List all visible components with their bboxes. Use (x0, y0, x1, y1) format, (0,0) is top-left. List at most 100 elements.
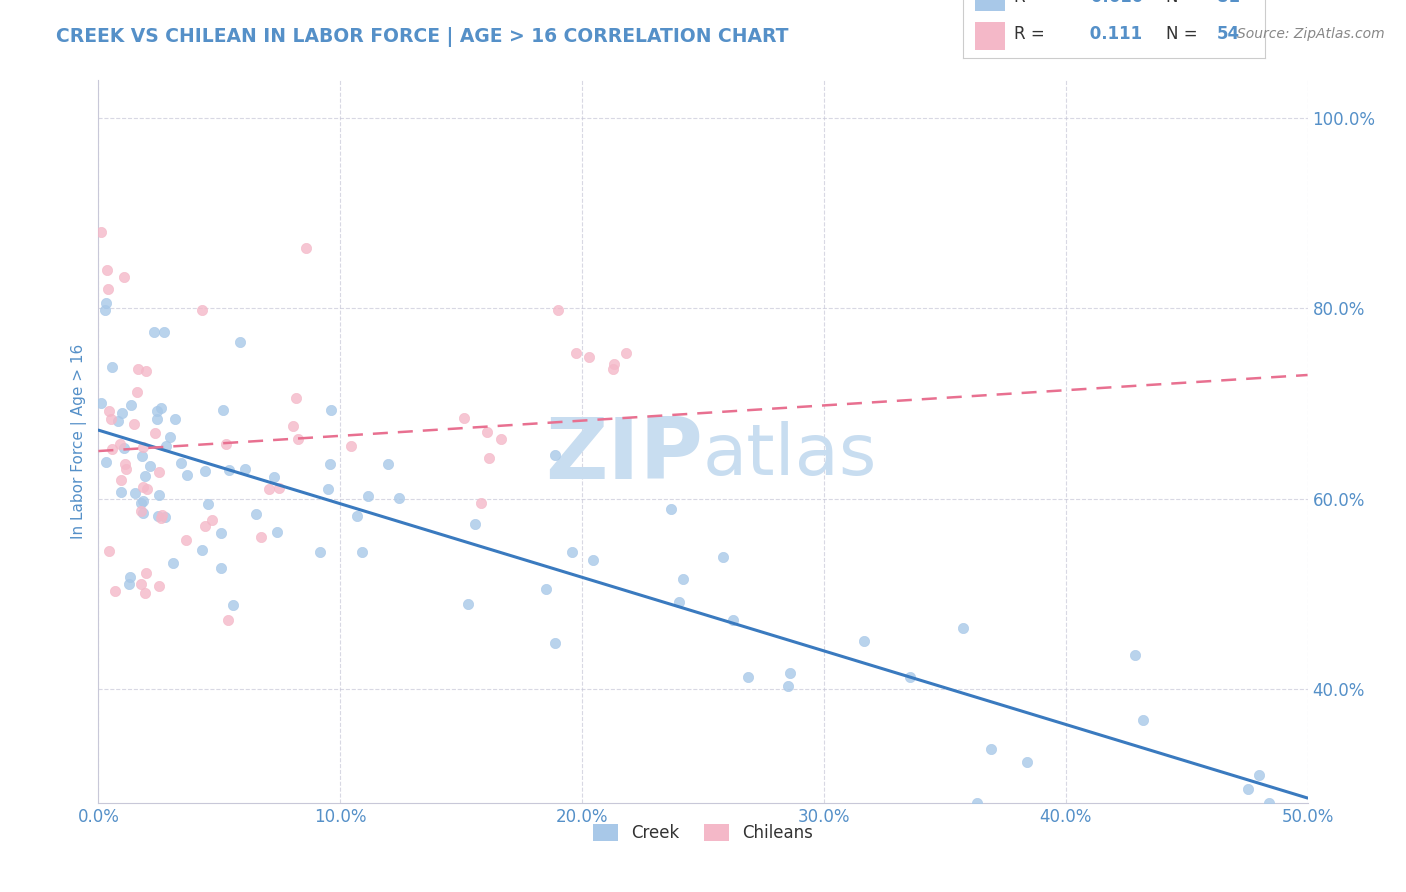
Point (477, 425, 499, 439)
Point (672, 572, 695, 586)
Point (245, 508, 267, 522)
Point (129, 504, 152, 518)
Point (110, 485, 132, 500)
Text: R =: R = (1015, 25, 1045, 43)
Point (257, 482, 280, 496)
Point (1132, 713, 1154, 727)
Point (143, 425, 166, 440)
Point (737, 670, 759, 684)
Point (135, 482, 157, 496)
Point (779, 665, 801, 680)
Point (145, 411, 167, 425)
Point (194, 518, 217, 533)
Point (197, 498, 219, 512)
Text: N =: N = (1166, 0, 1198, 6)
Point (101, 359, 124, 374)
Point (127, 362, 149, 376)
Point (308, 545, 330, 559)
Point (233, 462, 256, 476)
Point (269, 481, 291, 495)
Text: ZIP: ZIP (546, 415, 703, 498)
Point (659, 501, 682, 516)
Point (614, 346, 637, 360)
Point (169, 456, 191, 470)
Point (118, 577, 141, 591)
Point (146, 508, 169, 523)
Point (966, 796, 988, 810)
Point (135, 566, 157, 580)
Point (287, 432, 309, 446)
Point (104, 583, 127, 598)
Point (94, 455, 117, 469)
Point (111, 405, 134, 419)
Text: 54: 54 (1218, 25, 1240, 43)
Point (285, 392, 308, 406)
Point (898, 670, 921, 684)
Point (250, 530, 273, 544)
Point (145, 404, 167, 418)
Point (148, 579, 170, 593)
Point (97, 282, 120, 296)
Point (107, 414, 129, 428)
Point (457, 597, 479, 611)
Point (100, 412, 122, 426)
Point (90, 226, 112, 240)
Point (350, 545, 373, 559)
Point (215, 437, 238, 451)
Text: N =: N = (1166, 25, 1198, 43)
Point (150, 401, 173, 415)
Point (853, 633, 876, 648)
Point (723, 613, 745, 627)
Point (603, 358, 626, 372)
Point (174, 533, 197, 547)
Point (544, 449, 567, 463)
Point (132, 480, 155, 494)
Point (165, 412, 187, 426)
Point (1015, 755, 1038, 769)
Point (470, 496, 492, 510)
Point (125, 384, 148, 399)
Point (191, 542, 214, 557)
Point (114, 458, 136, 472)
Point (120, 397, 142, 411)
Point (453, 410, 475, 425)
Point (578, 351, 600, 365)
Point (101, 442, 124, 457)
Point (544, 636, 567, 650)
Point (155, 509, 177, 524)
Point (90, 395, 112, 409)
Point (778, 679, 800, 693)
Point (565, 346, 588, 360)
Point (159, 430, 181, 444)
Point (194, 464, 217, 478)
Text: 0.111: 0.111 (1084, 25, 1142, 43)
Point (316, 482, 339, 496)
Point (281, 418, 304, 433)
Point (98, 544, 121, 558)
Text: 81: 81 (1218, 0, 1240, 6)
Point (221, 598, 243, 612)
Point (217, 613, 239, 627)
Point (489, 432, 512, 446)
Point (155, 439, 177, 453)
Point (118, 570, 141, 584)
Y-axis label: In Labor Force | Age > 16: In Labor Force | Age > 16 (72, 344, 87, 539)
Point (131, 440, 153, 454)
FancyBboxPatch shape (976, 22, 1005, 49)
Point (176, 468, 198, 483)
Point (162, 556, 184, 570)
Point (148, 488, 170, 502)
Point (152, 325, 174, 339)
Point (129, 577, 152, 591)
Point (1258, 796, 1281, 810)
Point (602, 362, 624, 376)
Point (1236, 781, 1258, 796)
Point (711, 550, 734, 565)
Point (377, 457, 399, 471)
Point (464, 517, 486, 532)
Point (148, 465, 170, 479)
Point (668, 595, 690, 609)
Point (112, 441, 135, 455)
Point (132, 506, 155, 520)
Point (536, 582, 558, 596)
